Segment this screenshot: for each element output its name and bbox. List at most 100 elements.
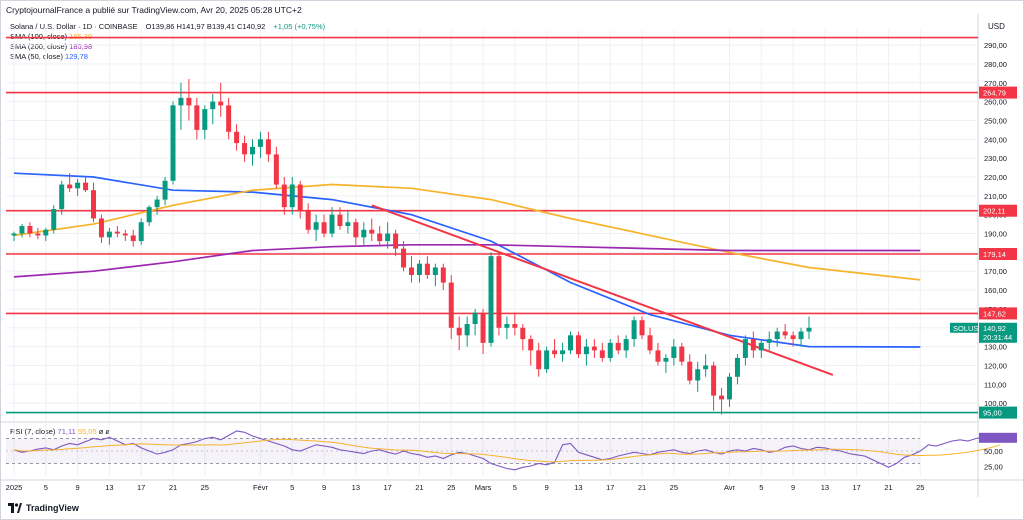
last-price-tag [979, 322, 1017, 343]
y-tick-label: 170,00 [984, 267, 1007, 276]
level-price-tag [979, 248, 1017, 261]
candle-body [663, 357, 669, 362]
candle-body [456, 327, 462, 336]
candle-body [162, 180, 168, 200]
candle-body [242, 143, 248, 155]
candle-body [790, 335, 796, 340]
level-price-tag [979, 406, 1017, 419]
y-tick-label: 110,00 [984, 380, 1006, 389]
candle-body [623, 339, 629, 351]
y-tick-label: 190,00 [984, 230, 1007, 239]
y-tick-label: 130,00 [984, 343, 1007, 352]
candle-body [337, 214, 343, 226]
candle-body [202, 109, 208, 130]
rsi-label: RSI (7, close) [10, 427, 56, 436]
currency-label[interactable]: USD [988, 22, 1005, 31]
candle-body [43, 229, 49, 236]
candle-body [695, 369, 701, 381]
x-tick-label: 9 [322, 483, 326, 492]
candle-body [750, 339, 756, 351]
candle-body [496, 256, 502, 328]
candle-body [313, 222, 319, 230]
x-tick-label: 17 [383, 483, 391, 492]
candle-body [297, 184, 303, 211]
candle-body [679, 346, 685, 362]
candle-body [401, 248, 407, 268]
indicator-value: 129,78 [65, 52, 88, 61]
x-tick-label: 9 [76, 483, 80, 492]
indicator-label: SMA (50, close) [10, 52, 63, 61]
x-tick-label: 25 [916, 483, 924, 492]
candle-body [782, 331, 788, 336]
candle-body [480, 312, 486, 343]
candle-body [599, 350, 605, 358]
x-tick-label: 9 [545, 483, 549, 492]
candle-body [568, 335, 573, 351]
candle-body [377, 233, 383, 242]
candle-body [448, 282, 454, 328]
candle-body [504, 324, 510, 328]
symbol-tag-label: SOLUSD [953, 324, 984, 333]
candle-body [711, 365, 717, 396]
rsi-extra: ø ø [98, 427, 110, 436]
candle-body [774, 331, 780, 340]
x-tick-label: Avr [724, 483, 736, 492]
candle-body [75, 182, 81, 189]
candle-body [536, 350, 542, 370]
candle-body [703, 365, 709, 370]
candle-body [361, 229, 367, 238]
candle-body [591, 346, 597, 351]
x-tick-label: 2025 [6, 483, 23, 492]
x-tick-label: 5 [44, 483, 48, 492]
x-tick-label: 9 [791, 483, 795, 492]
candle-body [687, 361, 693, 381]
x-tick-label: 17 [137, 483, 145, 492]
rsi-legend[interactable]: RSI (7, close) 71,11 55,05 ø ø [10, 427, 110, 436]
symbol-row[interactable]: Solana / U.S. Dollar · 1D · COINBASE O13… [10, 22, 325, 32]
candle-body [560, 350, 566, 355]
candle-body [369, 229, 375, 234]
candle-body [19, 226, 25, 234]
moving-average-line [13, 183, 921, 281]
candle-body [122, 233, 128, 236]
indicator-sma200[interactable]: SMA (200, close) 180,98 [10, 42, 325, 52]
candle-body [353, 222, 359, 238]
candle-body [226, 105, 232, 132]
candle-body [727, 376, 732, 400]
level-price-label: 202,11 [983, 207, 1005, 216]
y-tick-label: 240,00 [984, 135, 1007, 144]
x-tick-label: 13 [105, 483, 113, 492]
x-tick-label: 13 [352, 483, 360, 492]
x-tick-label: Févr [253, 483, 269, 492]
candle-body [83, 182, 89, 191]
indicator-sma50[interactable]: SMA (50, close) 129,78 [10, 52, 325, 62]
candle-body [607, 342, 613, 358]
candle-body [11, 233, 17, 236]
candle-body [138, 222, 144, 242]
candle-body [512, 324, 518, 328]
candle-body [27, 226, 33, 234]
x-tick-label: 13 [574, 483, 582, 492]
candle-body [528, 339, 534, 351]
tradingview-logo[interactable]: TradingView [8, 503, 79, 513]
indicator-sma100[interactable]: SMA (100, close) 165,39 [10, 32, 325, 42]
level-price-label: 179,14 [983, 250, 1006, 259]
candle-body [393, 233, 399, 249]
x-tick-label: 21 [884, 483, 892, 492]
rsi-value: 71,11 [57, 427, 76, 436]
tradingview-logo-icon [8, 503, 22, 513]
x-tick-label: 5 [290, 483, 294, 492]
candle-body [218, 101, 224, 106]
rsi-ma-line [13, 438, 1000, 463]
candle-body [281, 184, 287, 208]
candle-body [345, 222, 351, 226]
publisher-line: CryptojournalFrance a publié sur Trading… [6, 5, 302, 15]
candle-body [385, 233, 391, 242]
candle-body [432, 267, 438, 275]
x-tick-label: 5 [513, 483, 517, 492]
level-price-tag [979, 86, 1017, 99]
y-tick-label: 160,00 [984, 286, 1007, 295]
rsi-tick-label: 50,00 [984, 447, 1003, 456]
rsi-value-tag [979, 432, 1017, 443]
